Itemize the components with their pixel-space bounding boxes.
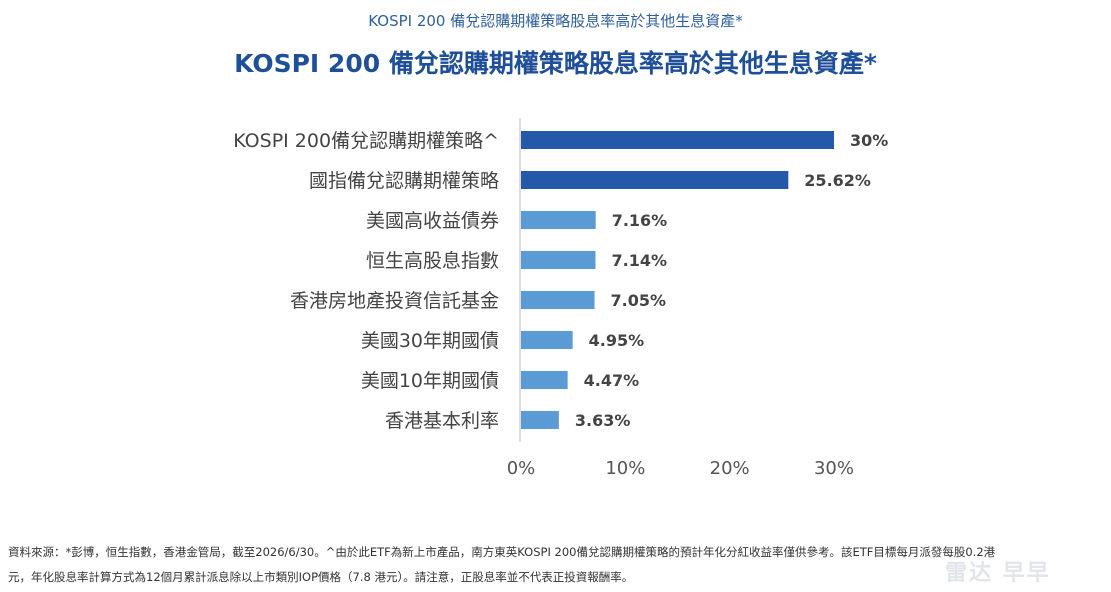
bar: [521, 331, 573, 349]
footnote-line-1: 資料來源：*彭博，恒生指數，香港金管局，截至2026/6/30。^由於此ETF為…: [8, 545, 996, 559]
data-label: 7.14%: [611, 251, 667, 270]
x-tick-label: 20%: [710, 458, 750, 479]
category-label: 國指備兌認購期權策略: [309, 170, 499, 192]
category-label: 美國高收益債券: [366, 210, 499, 232]
data-label: 4.47%: [584, 371, 640, 390]
data-label: 4.95%: [589, 331, 645, 350]
data-label: 7.05%: [611, 291, 667, 310]
category-label: 美國30年期國債: [361, 330, 499, 352]
bar: [521, 411, 559, 429]
category-label: 恒生高股息指數: [366, 250, 499, 272]
category-label: 美國10年期國債: [361, 370, 499, 392]
bar: [521, 291, 595, 309]
data-label: 3.63%: [575, 411, 631, 430]
category-label: 香港房地產投資信託基金: [290, 290, 499, 312]
x-tick-label: 30%: [814, 458, 854, 479]
footnote-line-2: 元，年化股息率計算方式為12個月累計派息除以上市類別IOP價格（7.8 港元）。…: [8, 570, 634, 584]
data-label: 7.16%: [612, 211, 668, 230]
chart-title: KOSPI 200 備兌認購期權策略股息率高於其他生息資產*: [234, 49, 877, 78]
bar: [521, 371, 568, 389]
bar: [521, 251, 596, 269]
category-label: KOSPI 200備兌認購期權策略^: [233, 130, 499, 152]
bar: [521, 171, 789, 189]
data-label: 30%: [850, 131, 888, 150]
footnote: 資料來源：*彭博，恒生指數，香港金管局，截至2026/6/30。^由於此ETF為…: [8, 540, 1108, 590]
x-tick-label: 10%: [605, 458, 645, 479]
chart-caption: KOSPI 200 備兌認購期權策略股息率高於其他生息資產*: [368, 12, 743, 30]
bar: [521, 211, 596, 229]
data-label: 25.62%: [804, 171, 871, 190]
category-label: 香港基本利率: [385, 410, 499, 432]
bar-chart: KOSPI 200備兌認購期權策略^ 30% 國指備兌認購期權策略 25.62% 美國高…: [233, 118, 888, 479]
bar: [521, 131, 834, 149]
watermark-logo: 雷达 早早: [945, 561, 1051, 586]
x-tick-label: 0%: [507, 458, 536, 479]
